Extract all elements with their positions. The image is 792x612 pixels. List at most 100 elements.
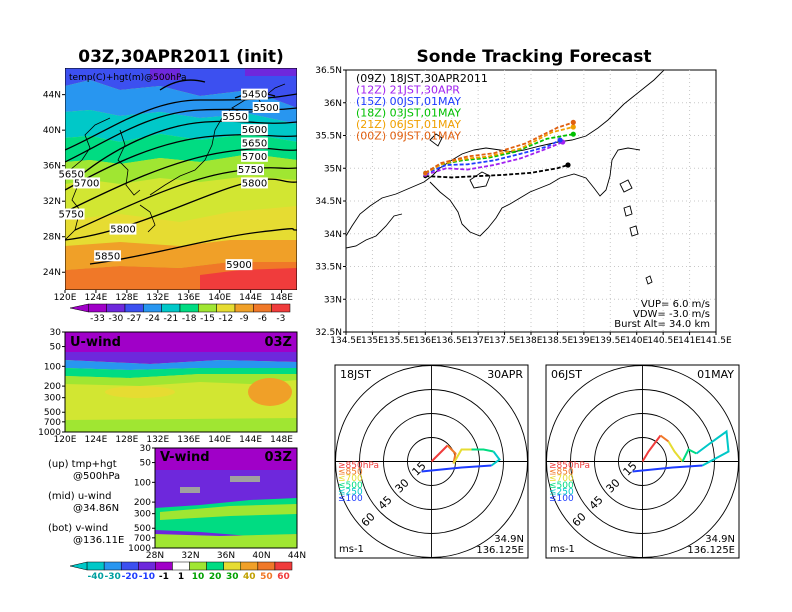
sonde-track bbox=[425, 164, 569, 179]
colorbar-label: -30 bbox=[108, 314, 123, 324]
colorbar-label: -20 bbox=[122, 572, 138, 582]
colorbar-cell bbox=[138, 561, 156, 571]
hodograph-date: 01MAY bbox=[697, 368, 734, 381]
legend-entry: (18Z) 03JST,01MAY bbox=[356, 107, 461, 120]
y-tick-label: 300 bbox=[44, 394, 61, 404]
colorbar-label: -24 bbox=[145, 314, 160, 324]
sonde-annotation-vdw: VDW= -3.0 m/s bbox=[633, 309, 710, 320]
hodograph-lon: 136.125E bbox=[687, 545, 735, 556]
y-tick-label: 200 bbox=[44, 382, 61, 392]
contour-label: 5850 bbox=[95, 251, 120, 262]
x-tick-label: 136E bbox=[414, 336, 437, 346]
x-tick-label: 136E bbox=[177, 293, 200, 303]
sonde-landing-point bbox=[570, 124, 576, 130]
y-tick-label: 40N bbox=[43, 126, 61, 136]
y-tick-label: 700 bbox=[44, 418, 61, 428]
sonde-annotation-vup: VUP= 6.0 m/s bbox=[641, 299, 710, 310]
colorbar-cell bbox=[253, 303, 272, 313]
hodograph-legend-entry: ≤850 bbox=[549, 468, 574, 478]
x-tick-label: 124E bbox=[84, 293, 107, 303]
y-tick-label: 500 bbox=[134, 524, 151, 534]
sonde-track bbox=[424, 133, 574, 174]
u-wind-panel: U-wind 03Z 120E 124E 128E 132E 136E 140E 144E 1… bbox=[38, 328, 298, 445]
hodograph-legend-entry: ≤100 bbox=[549, 494, 574, 504]
y-tick-label: 32.5N bbox=[315, 328, 342, 338]
colorbar-cell bbox=[274, 561, 293, 571]
hodograph-time: 18JST bbox=[340, 368, 371, 381]
y-tick-label: 300 bbox=[134, 510, 151, 520]
colorbar-cell bbox=[257, 561, 276, 571]
x-tick-label: 141.5E bbox=[700, 336, 732, 346]
contour-label-bg bbox=[241, 177, 268, 189]
sonde-track bbox=[424, 121, 574, 174]
contour-label: 5600 bbox=[242, 125, 267, 136]
y-tick-label: 30 bbox=[50, 328, 62, 338]
contour-label: 5550 bbox=[222, 112, 247, 123]
x-tick-label: 136.5E bbox=[436, 336, 468, 346]
colorbar-label: -33 bbox=[90, 314, 105, 324]
hodograph-legend-entry: ≤500 bbox=[549, 481, 574, 491]
hodograph-time: 06JST bbox=[551, 368, 582, 381]
colorbar-cell bbox=[161, 303, 181, 313]
x-tick-label: 128E bbox=[115, 435, 138, 445]
colorbar-label: -12 bbox=[218, 314, 233, 324]
contour-label: 5750 bbox=[58, 210, 83, 221]
contour-label-bg bbox=[221, 110, 249, 122]
u-wind-field bbox=[64, 331, 298, 433]
side-label-up: (up) tmp+hgt bbox=[48, 459, 117, 470]
colorbar-label: -15 bbox=[200, 314, 215, 324]
x-tick-label: 141E bbox=[678, 336, 701, 346]
contour-label-bg bbox=[109, 223, 137, 235]
contour-label: 5650 bbox=[58, 170, 83, 181]
contour-label: 5900 bbox=[226, 260, 251, 271]
y-tick-label: 24N bbox=[43, 268, 61, 278]
contour-label: 5450 bbox=[242, 90, 267, 101]
sonde-landing-point bbox=[565, 162, 571, 168]
u-wind-time: 03Z bbox=[264, 335, 292, 350]
y-tick-label: 30 bbox=[140, 444, 152, 454]
x-tick-label: 128E bbox=[115, 293, 138, 303]
x-tick-label: 32N bbox=[181, 551, 199, 561]
legend-entry: (21Z) 06JST,01MAY bbox=[356, 118, 461, 131]
side-labels: (up) tmp+hgt @500hPa (mid) u-wind @34.86… bbox=[48, 459, 124, 546]
hodograph-segment bbox=[446, 444, 457, 464]
y-tick-label: 34N bbox=[324, 230, 342, 240]
colorbar-cell bbox=[198, 303, 217, 313]
x-tick-label: 137E bbox=[467, 336, 490, 346]
contour-label-bg bbox=[241, 124, 268, 136]
x-tick-label: 144E bbox=[239, 435, 262, 445]
y-tick-label: 35N bbox=[324, 164, 342, 174]
colorbar-cell bbox=[155, 561, 173, 571]
x-tick-label: 28N bbox=[146, 551, 164, 561]
colorbar-cell bbox=[223, 561, 242, 571]
hodograph-legend-entry: ≥850hPa bbox=[549, 461, 590, 471]
x-tick-label: 44N bbox=[288, 551, 306, 561]
hodograph-date: 30APR bbox=[487, 368, 523, 381]
hodograph-segment bbox=[452, 448, 472, 464]
x-tick-label: 36N bbox=[217, 551, 235, 561]
x-tick-label: 138E bbox=[520, 336, 543, 346]
x-tick-label: 40N bbox=[252, 551, 270, 561]
contour-label-bg bbox=[94, 250, 121, 262]
hodograph-segment bbox=[695, 429, 730, 467]
colorbar-label: -6 bbox=[258, 314, 267, 324]
x-tick-label: 140E bbox=[208, 435, 231, 445]
temp-map-subtitle: temp(C)+hgt(m)@500hPa bbox=[69, 73, 187, 83]
x-tick-label: 132E bbox=[146, 293, 169, 303]
x-tick-label: 148E bbox=[270, 293, 293, 303]
side-label-mid-sub: @34.86N bbox=[73, 503, 119, 514]
x-tick-label: 136E bbox=[177, 435, 200, 445]
contour-label: 5500 bbox=[253, 103, 278, 114]
hodograph-segment bbox=[421, 464, 492, 473]
y-tick-label: 1000 bbox=[38, 428, 61, 438]
legend-entry: (15Z) 00JST,01MAY bbox=[356, 95, 461, 108]
side-label-up-sub: @500hPa bbox=[73, 471, 120, 482]
y-tick-label: 33N bbox=[324, 295, 342, 305]
hodograph-segment bbox=[632, 464, 703, 473]
x-tick-label: 140.5E bbox=[647, 336, 679, 346]
x-tick-label: 120E bbox=[54, 435, 77, 445]
contour-label-bg bbox=[237, 164, 264, 176]
x-tick-label: 134.5E bbox=[330, 336, 362, 346]
